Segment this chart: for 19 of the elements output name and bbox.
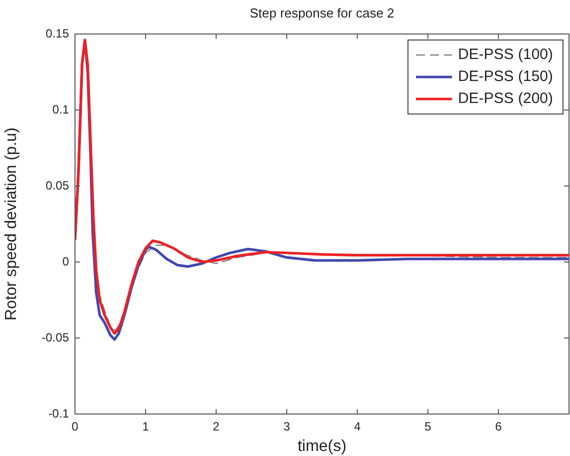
x-tick-label: 3	[283, 420, 290, 434]
y-axis-title: Rotor speed deviation (p.u)	[3, 128, 20, 320]
y-tick-label: -0.05	[42, 330, 70, 344]
y-tick-label: 0.15	[46, 26, 70, 40]
x-tick-label: 1	[142, 420, 150, 434]
chart-title: Step response for case 2	[250, 6, 394, 21]
legend-label: DE-PSS (150)	[458, 68, 554, 86]
y-tick-label: -0.1	[48, 406, 70, 420]
legend-label: DE-PSS (100)	[458, 46, 554, 64]
legend-label: DE-PSS (200)	[458, 90, 554, 108]
y-tick-label: 0	[62, 254, 70, 268]
x-tick-label: 4	[354, 420, 361, 434]
x-tick-label: 5	[424, 420, 432, 434]
x-tick-label: 6	[495, 420, 502, 434]
y-tick-label: 0.05	[46, 178, 70, 192]
x-tick-label: 0	[72, 420, 79, 434]
y-tick-label: 0.1	[52, 102, 70, 116]
x-axis-title: time(s)	[298, 438, 346, 455]
x-tick-label: 2	[212, 420, 220, 434]
